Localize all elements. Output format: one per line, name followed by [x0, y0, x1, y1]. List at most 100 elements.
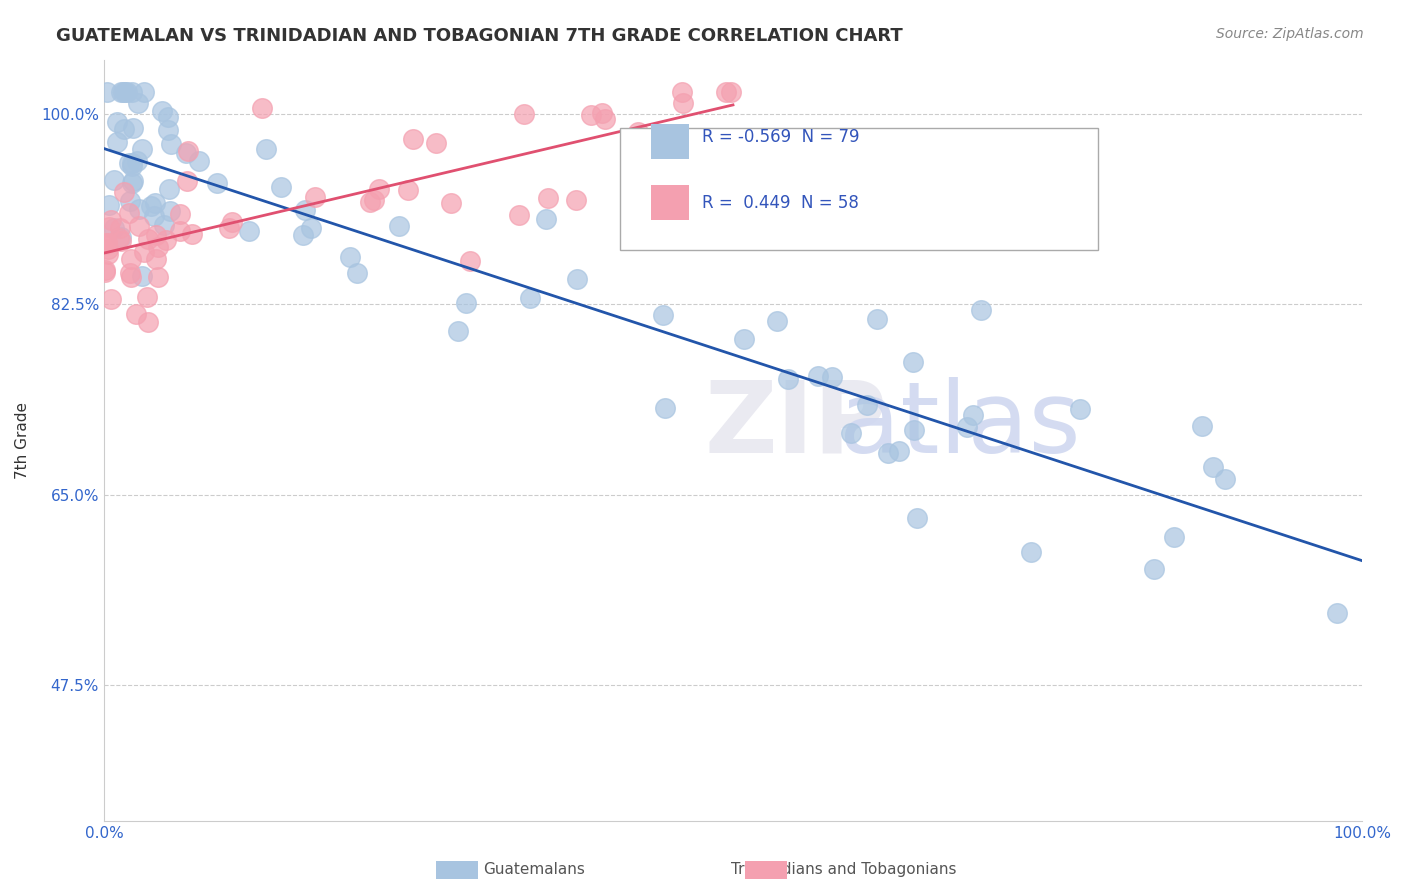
- Point: [135, 290, 157, 304]
- Point: [396, 183, 419, 197]
- Point: [205, 177, 228, 191]
- Point: [131, 143, 153, 157]
- Point: [591, 106, 613, 120]
- Point: [141, 199, 163, 213]
- Point: [221, 215, 243, 229]
- Point: [159, 204, 181, 219]
- Point: [112, 185, 135, 199]
- Point: [654, 401, 676, 416]
- Point: [136, 231, 159, 245]
- Point: [1202, 459, 1225, 474]
- Point: [962, 409, 984, 423]
- Y-axis label: 7th Grade: 7th Grade: [15, 402, 30, 479]
- Point: [128, 219, 150, 233]
- Point: [1191, 419, 1213, 434]
- Point: [125, 307, 148, 321]
- Point: [97, 247, 120, 261]
- Point: [672, 95, 695, 110]
- Point: [105, 115, 128, 129]
- Point: [160, 136, 183, 151]
- Point: [889, 443, 911, 458]
- Point: [458, 254, 481, 268]
- Point: [519, 291, 541, 305]
- FancyBboxPatch shape: [651, 124, 689, 159]
- Point: [1021, 545, 1043, 559]
- Point: [359, 194, 381, 209]
- Point: [252, 101, 274, 115]
- Point: [876, 445, 898, 459]
- Point: [513, 107, 536, 121]
- Point: [120, 252, 142, 266]
- Point: [294, 203, 316, 218]
- Point: [121, 159, 143, 173]
- Point: [118, 266, 141, 280]
- Point: [121, 174, 143, 188]
- Point: [145, 228, 167, 243]
- Point: [128, 202, 150, 217]
- Point: [1163, 530, 1185, 544]
- Point: [821, 370, 844, 384]
- Point: [100, 212, 122, 227]
- Point: [456, 296, 478, 310]
- Point: [447, 324, 470, 338]
- Point: [132, 245, 155, 260]
- Point: [716, 85, 738, 99]
- Point: [94, 263, 117, 277]
- Point: [839, 426, 862, 441]
- Point: [120, 270, 142, 285]
- Point: [425, 136, 447, 150]
- Point: [146, 240, 169, 254]
- Point: [368, 182, 391, 196]
- Point: [388, 219, 411, 234]
- FancyBboxPatch shape: [620, 128, 1098, 250]
- Point: [766, 314, 789, 328]
- FancyBboxPatch shape: [651, 186, 689, 219]
- Point: [143, 209, 166, 223]
- Point: [96, 85, 118, 99]
- Point: [564, 193, 586, 207]
- Point: [565, 272, 588, 286]
- Point: [534, 212, 557, 227]
- Point: [180, 227, 202, 241]
- Point: [127, 96, 149, 111]
- Point: [131, 268, 153, 283]
- Point: [103, 220, 125, 235]
- Point: [96, 235, 118, 250]
- Point: [1326, 607, 1348, 621]
- Text: Source: ZipAtlas.com: Source: ZipAtlas.com: [1216, 27, 1364, 41]
- Point: [593, 112, 616, 127]
- Point: [627, 125, 650, 139]
- Point: [121, 85, 143, 99]
- Point: [105, 135, 128, 149]
- Point: [125, 154, 148, 169]
- Point: [134, 85, 156, 99]
- Point: [238, 224, 260, 238]
- Point: [121, 156, 143, 170]
- Point: [157, 110, 180, 124]
- Point: [807, 368, 830, 383]
- Point: [346, 266, 368, 280]
- Point: [299, 220, 322, 235]
- Point: [733, 332, 755, 346]
- Text: R = -0.569  N = 79: R = -0.569 N = 79: [702, 128, 859, 146]
- Point: [174, 146, 197, 161]
- Point: [970, 303, 993, 318]
- Point: [440, 195, 463, 210]
- Point: [110, 85, 132, 99]
- Point: [671, 85, 693, 99]
- Point: [100, 292, 122, 306]
- Point: [720, 85, 742, 99]
- Point: [905, 510, 928, 524]
- Point: [97, 220, 120, 235]
- Point: [108, 231, 131, 245]
- Point: [402, 132, 425, 146]
- Point: [956, 420, 979, 434]
- Point: [363, 194, 385, 208]
- Point: [118, 156, 141, 170]
- Point: [112, 122, 135, 136]
- Point: [508, 208, 530, 222]
- Point: [156, 123, 179, 137]
- Point: [1213, 472, 1236, 486]
- Point: [176, 174, 198, 188]
- Point: [1069, 402, 1091, 417]
